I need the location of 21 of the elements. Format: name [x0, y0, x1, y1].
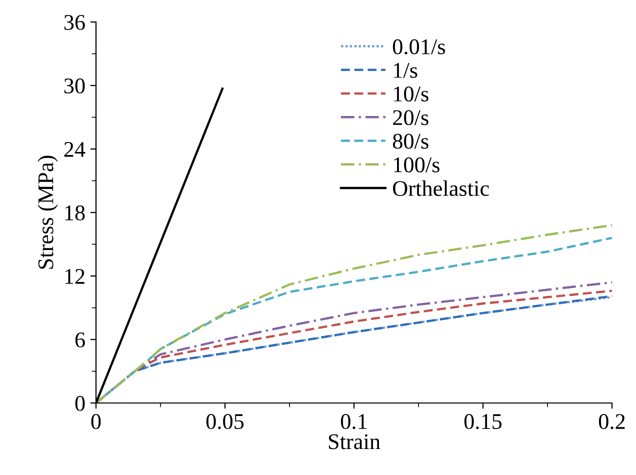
legend-label: 80/s	[392, 134, 428, 149]
legend-label: 10/s	[394, 86, 428, 102]
y-tick-label: 12	[65, 268, 84, 284]
x-tick-label: 0.2	[598, 414, 625, 430]
x-tick-label: 0.05	[206, 414, 244, 430]
y-tick-label: 30	[64, 78, 85, 94]
y-tick-label: 24	[64, 142, 86, 157]
y-tick-label: 36	[64, 14, 85, 30]
y-axis-title: Stress (MPa)	[38, 156, 58, 269]
y-tick-label: 18	[65, 205, 85, 220]
x-tick-label: 0	[91, 414, 101, 430]
y-tick-label: 6	[75, 332, 85, 348]
x-axis-title: Strain	[328, 434, 380, 450]
legend-label: 20/s	[393, 110, 428, 126]
legend-label: Orthelastic	[393, 180, 489, 196]
x-tick-label: 0.1	[340, 414, 367, 430]
x-tick-label: 0.15	[464, 414, 502, 430]
legend-label: 0.01/s	[392, 39, 445, 54]
legend-label: 1/s	[394, 63, 418, 78]
y-tick-label: 0	[75, 396, 85, 411]
legend-label: 100/s	[394, 157, 440, 172]
